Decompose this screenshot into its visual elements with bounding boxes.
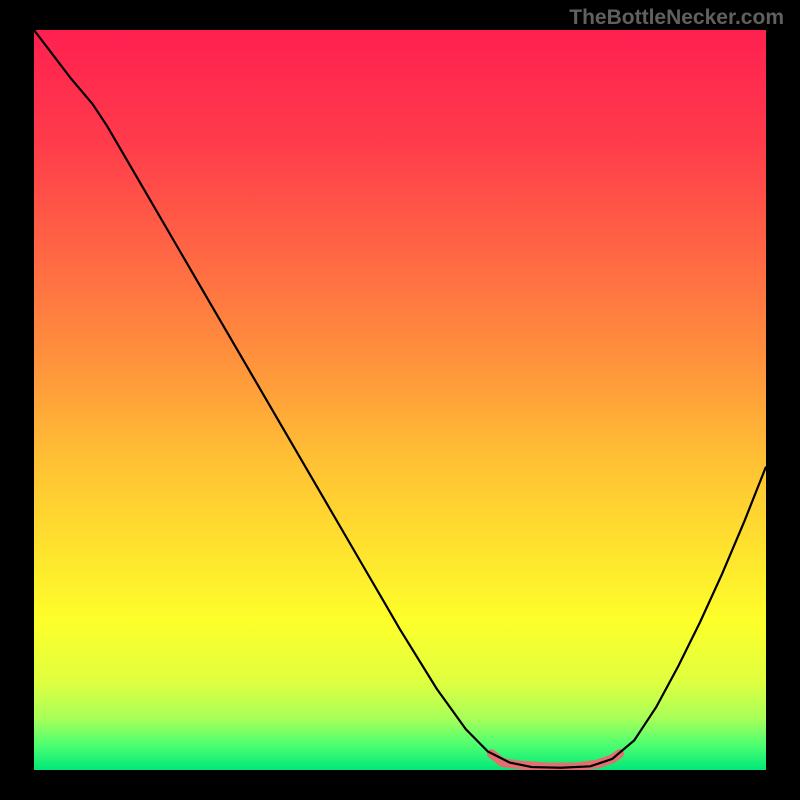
curve-layer	[34, 30, 766, 770]
valley-marker	[492, 754, 620, 767]
watermark-text: TheBottleNecker.com	[569, 6, 784, 30]
bottleneck-curve	[34, 30, 766, 768]
plot-area	[34, 30, 766, 770]
